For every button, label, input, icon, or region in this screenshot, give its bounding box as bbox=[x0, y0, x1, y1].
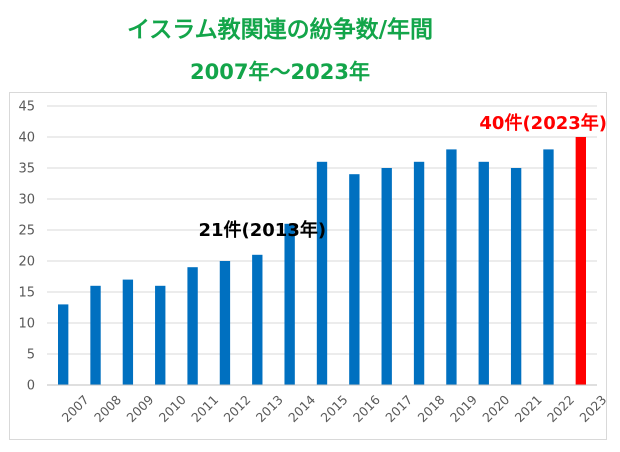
x-tick-label: 2019 bbox=[447, 392, 480, 425]
bar-2015 bbox=[316, 161, 328, 385]
x-tick-label: 2021 bbox=[512, 392, 545, 425]
x-tick-label: 2020 bbox=[479, 392, 512, 425]
chart-frame bbox=[9, 92, 607, 440]
bar-2020 bbox=[478, 161, 489, 385]
y-tick-label: 45 bbox=[18, 100, 35, 115]
bar-2016 bbox=[349, 174, 360, 385]
x-tick-label: 2014 bbox=[285, 392, 318, 425]
x-tick-label: 2016 bbox=[350, 392, 383, 425]
bar-2022 bbox=[543, 149, 554, 385]
x-tick-label: 2007 bbox=[59, 392, 92, 425]
bar-2011 bbox=[187, 267, 198, 385]
bar-2018 bbox=[413, 161, 425, 385]
x-tick-label: 2011 bbox=[188, 392, 221, 425]
x-tick-label: 2022 bbox=[544, 392, 577, 425]
y-tick-label: 35 bbox=[18, 162, 35, 177]
x-tick-label: 2017 bbox=[382, 392, 415, 425]
bar-2013 bbox=[252, 254, 263, 385]
bar-2009 bbox=[122, 279, 134, 385]
bar-2019 bbox=[446, 149, 457, 385]
y-tick-label: 5 bbox=[27, 348, 35, 363]
y-tick-label: 25 bbox=[18, 224, 35, 239]
y-tick-label: 15 bbox=[18, 286, 35, 301]
annotation-2013: 21件(2013年) bbox=[198, 219, 326, 241]
bar-2014 bbox=[284, 223, 295, 385]
bar-2010 bbox=[155, 285, 166, 385]
bar-2007 bbox=[58, 304, 69, 385]
chart-subtitle: 2007年～2023年 bbox=[190, 60, 370, 84]
y-tick-label: 10 bbox=[18, 317, 35, 332]
x-tick-label: 2009 bbox=[123, 392, 156, 425]
bar-2008 bbox=[90, 285, 101, 385]
x-tick-label: 2012 bbox=[220, 392, 253, 425]
chart-title: イスラム教関連の紛争数/年間 bbox=[126, 17, 434, 43]
y-tick-label: 40 bbox=[18, 131, 35, 146]
x-tick-label: 2010 bbox=[156, 392, 189, 425]
x-tick-label: 2013 bbox=[253, 392, 286, 425]
x-tick-label: 2018 bbox=[415, 392, 448, 425]
bar-2021 bbox=[510, 168, 522, 385]
y-tick-label: 20 bbox=[18, 255, 35, 270]
y-tick-label: 0 bbox=[27, 379, 35, 394]
x-tick-label: 2023 bbox=[576, 392, 609, 425]
bar-2012 bbox=[219, 261, 231, 385]
x-tick-label: 2015 bbox=[318, 392, 351, 425]
annotation-2023: 40件(2023年) bbox=[479, 112, 607, 134]
x-tick-label: 2008 bbox=[91, 392, 124, 425]
bar-2023 bbox=[575, 137, 586, 385]
bar-2017 bbox=[381, 168, 392, 385]
y-tick-label: 30 bbox=[18, 193, 35, 208]
